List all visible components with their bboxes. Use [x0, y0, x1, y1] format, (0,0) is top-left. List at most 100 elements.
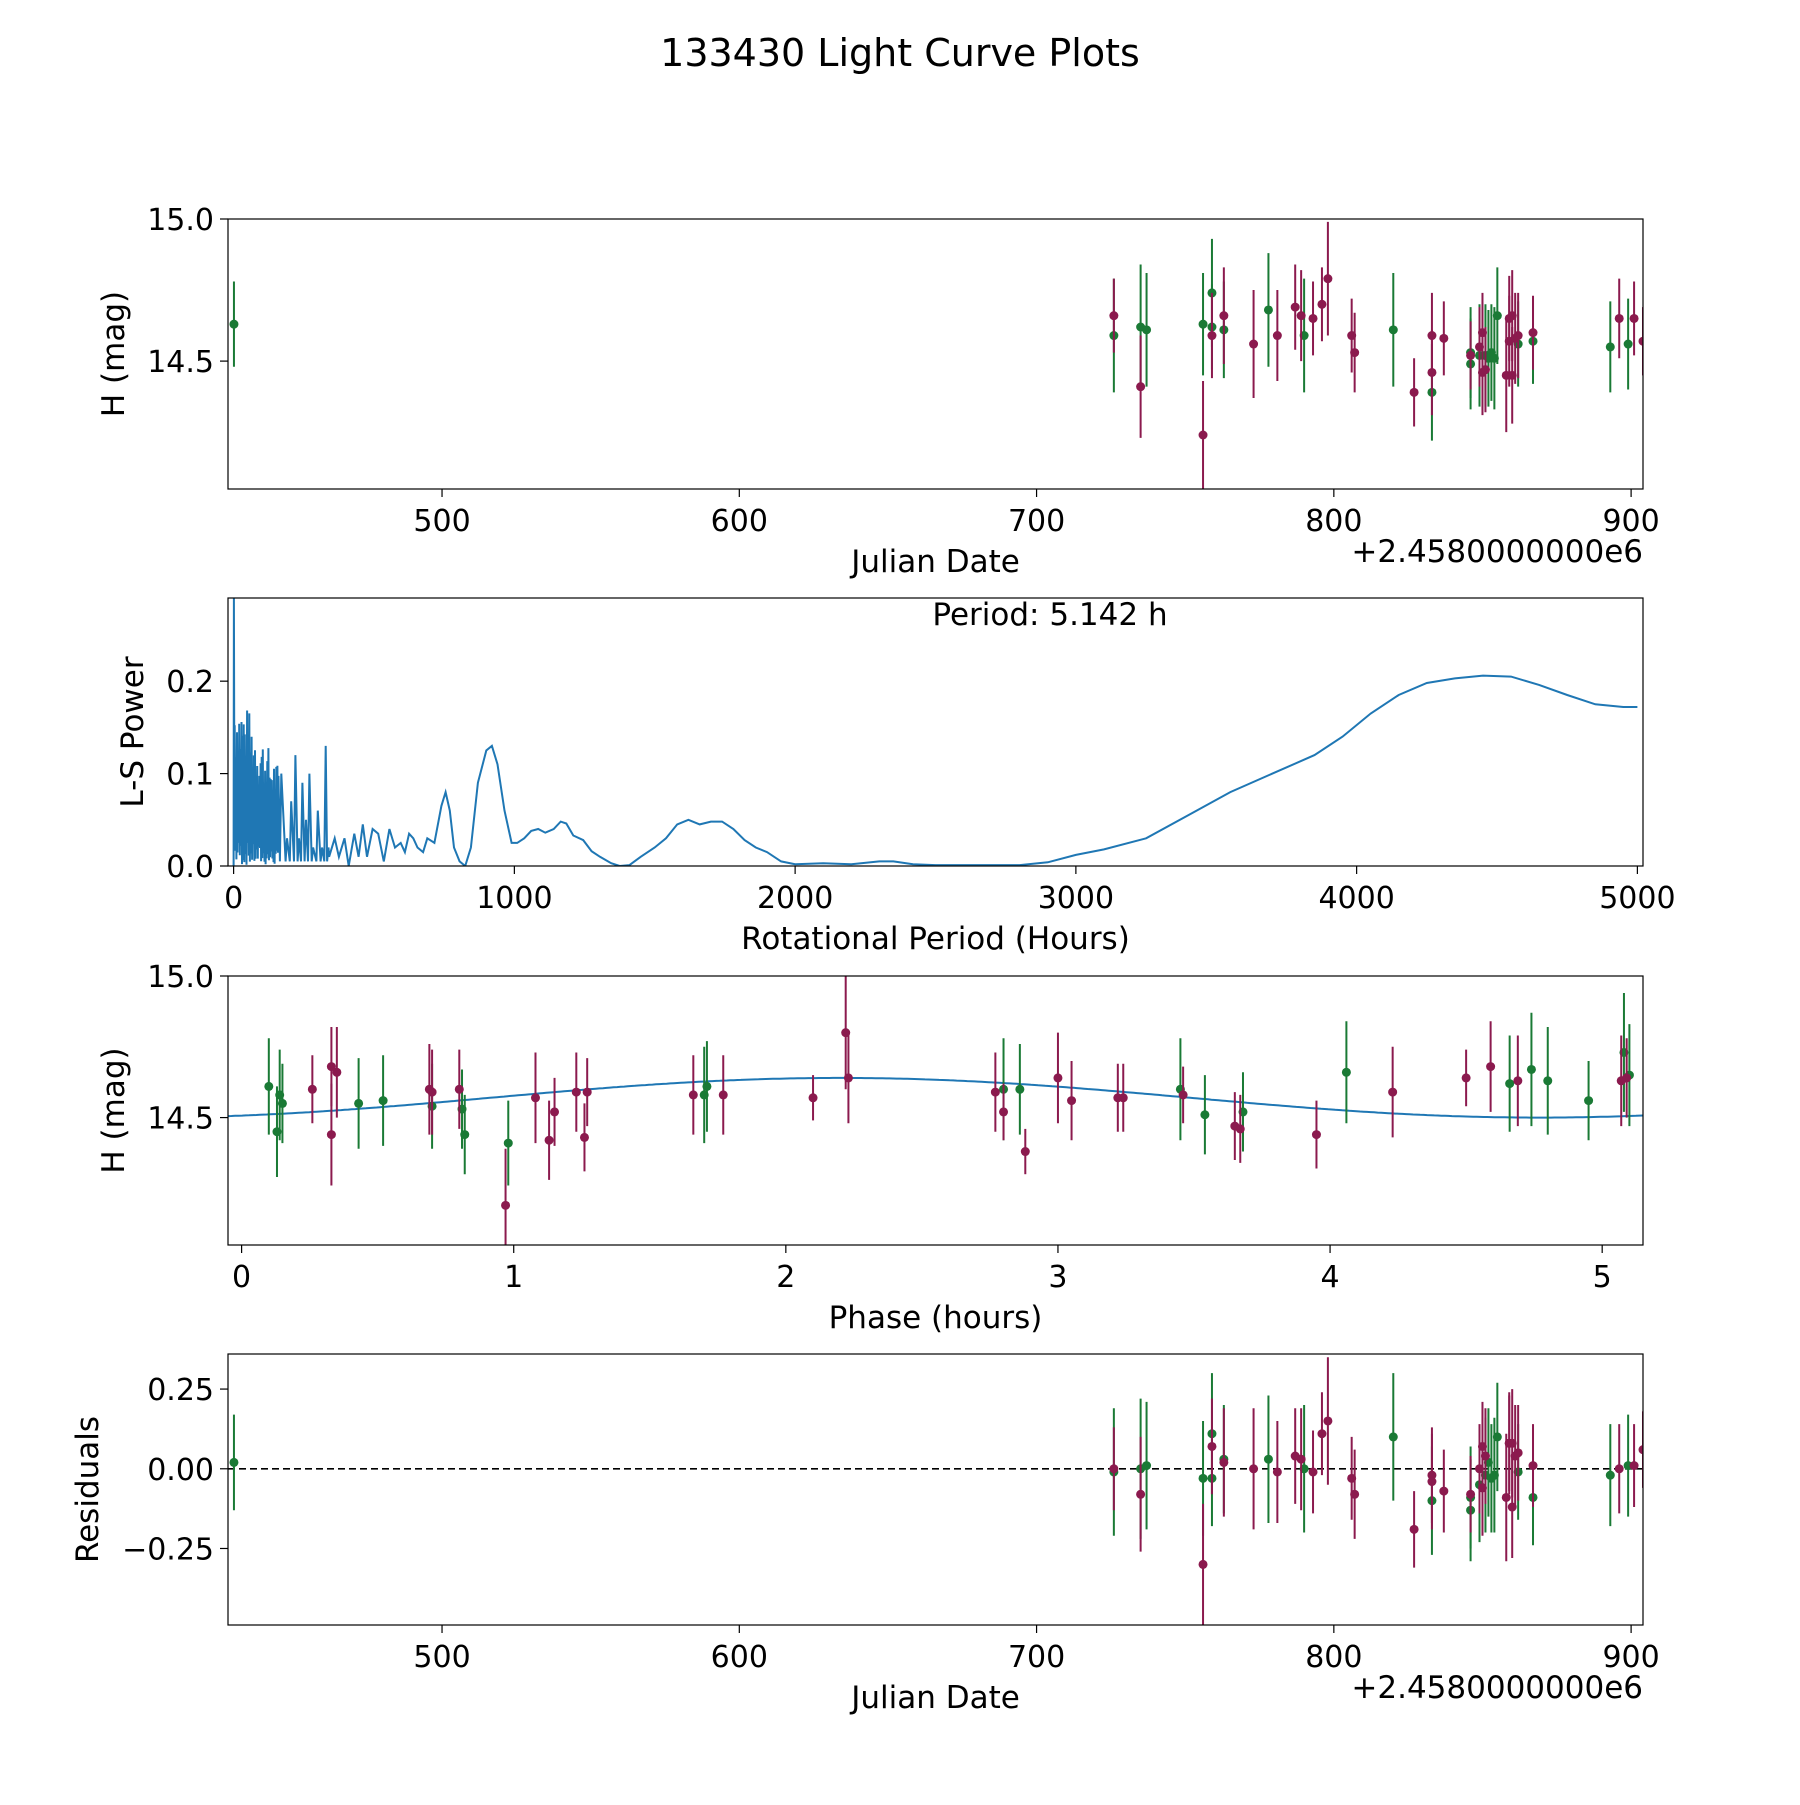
data-point [1219, 311, 1229, 321]
data-point [1235, 1124, 1245, 1134]
data-point [1466, 350, 1476, 360]
x-offset-label: +2.4580000000e6 [1351, 1670, 1643, 1706]
x-tick-label: 800 [1305, 1640, 1362, 1675]
data-point [1109, 311, 1119, 321]
data-point [1136, 382, 1146, 392]
x-tick-label: 5 [1593, 1260, 1612, 1295]
series-purple [1109, 221, 1643, 489]
data-point [1614, 1464, 1624, 1474]
x-tick-label: 3000 [1038, 881, 1114, 916]
data-point [326, 1062, 336, 1072]
x-tick-label: 800 [1305, 504, 1362, 539]
series-purple [307, 976, 1632, 1245]
data-point [1207, 1441, 1217, 1451]
axes-frame [227, 1353, 1644, 1626]
data-point [229, 319, 239, 329]
data-point [990, 1087, 1000, 1097]
periodogram-line [232, 598, 1638, 866]
y-tick-label: 14.5 [147, 345, 214, 380]
plot-area [228, 1357, 1643, 1625]
x-tick-label: 3 [1048, 1260, 1067, 1295]
data-point [332, 1067, 342, 1077]
x-tick-label: 1 [504, 1260, 523, 1295]
x-axis-label: Julian Date [849, 1680, 1020, 1716]
data-point [1053, 1073, 1063, 1083]
data-point [1198, 1473, 1208, 1483]
data-point [1427, 367, 1437, 377]
y-tick-label: −0.25 [122, 1532, 214, 1567]
data-point [1272, 1467, 1282, 1477]
data-point [1528, 1461, 1538, 1471]
data-point [688, 1090, 698, 1100]
x-tick-label: 2 [776, 1260, 795, 1295]
panel-periodogram: 0 1000 2000 3000 4000 5000 0.0 0.1 0.2 Rotational… [115, 597, 1676, 957]
plot-area [229, 221, 1643, 489]
data-point [1020, 1147, 1030, 1157]
data-point [571, 1087, 581, 1097]
plot-area [228, 976, 1643, 1245]
data-point [1629, 1461, 1639, 1471]
panel-phased: 0 1 2 3 4 5 15.0 14.5 Phase (hours) H (mag) [96, 960, 1644, 1336]
y-tick-label: 15.0 [147, 960, 214, 995]
data-point [1341, 1067, 1351, 1077]
data-point [1263, 305, 1273, 315]
data-point [1015, 1084, 1025, 1094]
data-point [307, 1084, 317, 1094]
x-tick-label: 700 [1008, 504, 1065, 539]
data-point [1178, 1090, 1188, 1100]
y-tick-label: 0.0 [166, 850, 214, 885]
series-purple [1109, 1357, 1643, 1625]
data-point [1350, 1489, 1360, 1499]
data-point [530, 1093, 540, 1103]
data-point [702, 1081, 712, 1091]
data-point [550, 1107, 560, 1117]
y-axis-label: Residuals [70, 1416, 106, 1563]
data-point [1480, 1451, 1490, 1461]
data-point [1323, 1416, 1333, 1426]
data-point [1249, 339, 1259, 349]
data-point [1439, 1486, 1449, 1496]
data-point [544, 1135, 554, 1145]
x-tick-label: 600 [711, 504, 768, 539]
data-point [1605, 1470, 1615, 1480]
data-point [582, 1087, 592, 1097]
series-green [229, 1373, 1633, 1562]
data-point [1219, 1457, 1229, 1467]
data-point [1486, 1062, 1496, 1072]
data-point [264, 1081, 274, 1091]
data-point [503, 1138, 513, 1148]
data-point [501, 1200, 511, 1210]
data-point [277, 1098, 287, 1108]
data-point [229, 1457, 239, 1467]
y-axis-label: H (mag) [96, 291, 132, 417]
data-point [1388, 1432, 1398, 1442]
data-point [1317, 299, 1327, 309]
data-point [1513, 1448, 1523, 1458]
y-tick-label: 15.0 [147, 203, 214, 238]
data-point [1480, 365, 1490, 375]
data-point [1543, 1076, 1553, 1086]
x-tick-label: 5000 [1599, 881, 1675, 916]
data-point [1296, 311, 1306, 321]
x-tick-label: 0 [224, 881, 243, 916]
y-tick-label: 0.25 [147, 1373, 214, 1408]
data-point [326, 1130, 336, 1140]
data-point [1629, 313, 1639, 323]
data-point [1207, 331, 1217, 341]
data-point [1200, 1110, 1210, 1120]
data-point [1067, 1096, 1077, 1106]
data-point [1142, 1461, 1152, 1471]
x-axis-label: Phase (hours) [829, 1300, 1043, 1336]
series-green [264, 992, 1634, 1186]
data-point [1409, 387, 1419, 397]
x-tick-label: 900 [1602, 504, 1659, 539]
data-point [1605, 342, 1615, 352]
x-tick-label: 4 [1321, 1260, 1340, 1295]
data-point [1492, 1432, 1502, 1442]
figure-title: 133430 Light Curve Plots [660, 31, 1140, 75]
data-point [1501, 1492, 1511, 1502]
series-green [229, 238, 1633, 441]
data-point [1198, 1559, 1208, 1569]
model-curve [228, 1076, 1643, 1119]
